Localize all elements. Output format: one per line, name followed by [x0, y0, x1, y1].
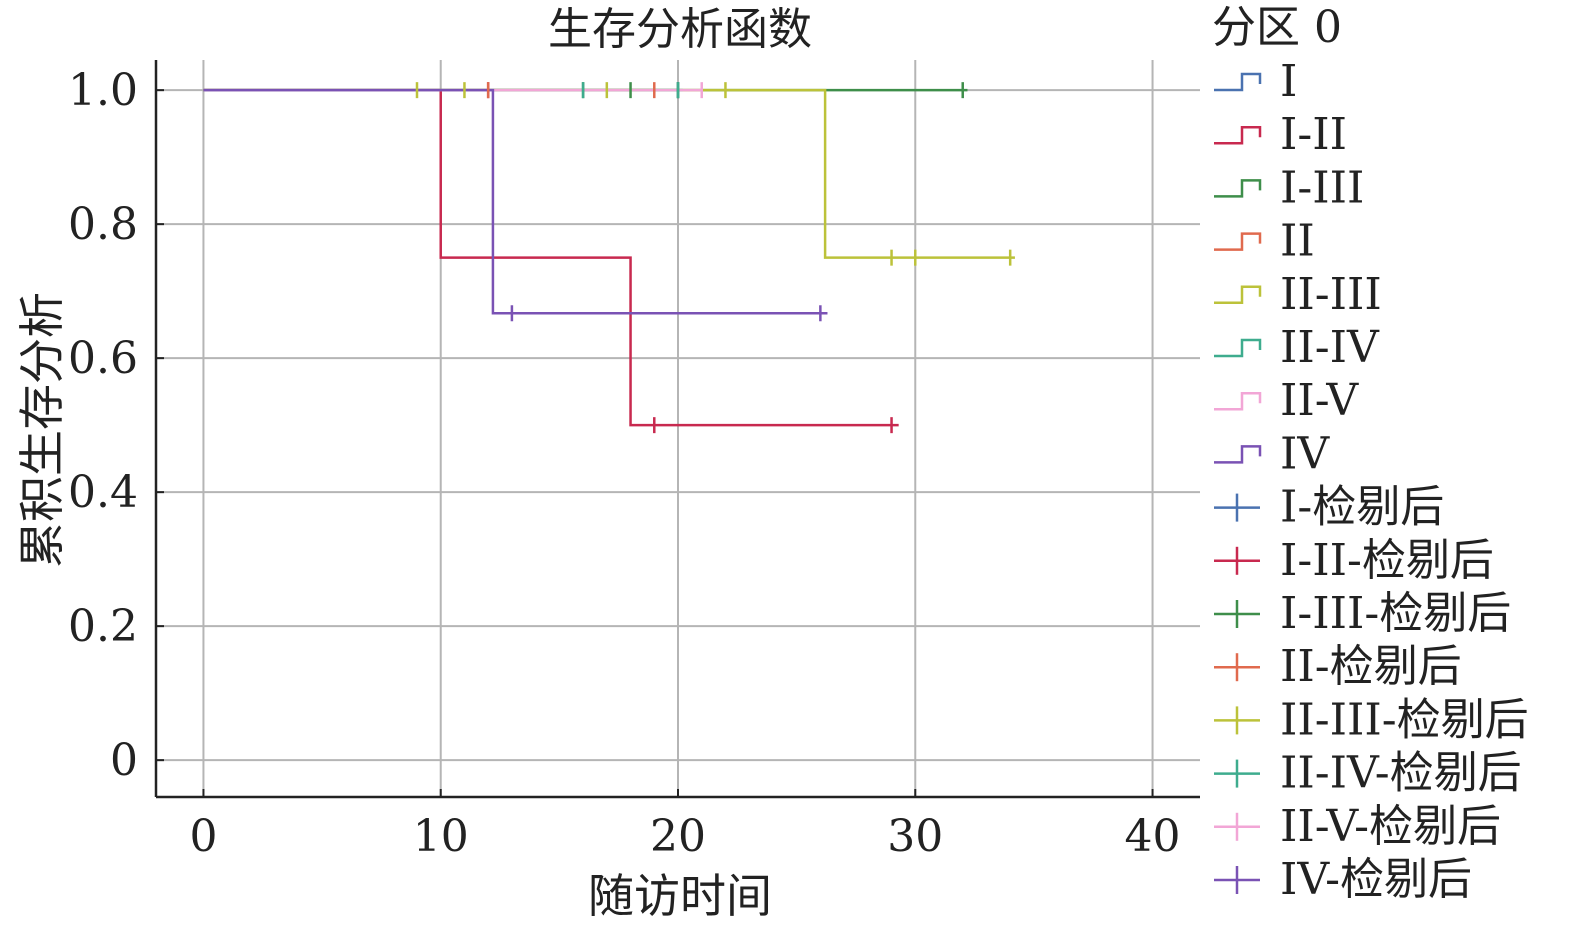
series-line-IV: [203, 88, 828, 315]
legend-label: II-IV-检剔后: [1280, 748, 1522, 799]
x-tick-label: 0: [189, 811, 217, 862]
x-tick-label: 30: [887, 811, 943, 862]
legend-swatch-line: [1214, 179, 1262, 198]
y-tick-label: 0.4: [68, 467, 138, 518]
y-tick-label: 1.0: [68, 65, 138, 116]
grid: [156, 60, 1200, 797]
legend-label: II-V-检剔后: [1280, 801, 1501, 852]
legend-label: II: [1280, 216, 1315, 267]
legend-swatch-line: [1214, 125, 1262, 145]
chart-title: 生存分析函数: [548, 4, 812, 55]
legend-swatch-line: [1214, 232, 1262, 251]
legend-label: I-III-检剔后: [1280, 588, 1511, 639]
y-tick-labels: 0 0.2 0.4 0.6 0.8 1.0: [68, 65, 138, 786]
y-tick-label: 0: [110, 735, 138, 786]
legend-swatch-line: [1214, 72, 1262, 92]
legend-label: I: [1280, 56, 1297, 107]
legend-label: I-II-检剔后: [1280, 535, 1494, 586]
series-line-I-II: [203, 88, 899, 427]
legend-title: 分区 0: [1212, 2, 1342, 53]
legend-label: I-II: [1280, 109, 1347, 160]
legend-label: IV: [1280, 428, 1330, 479]
legend-label: II-V: [1280, 375, 1359, 426]
y-tick-label: 0.2: [68, 601, 138, 652]
legend-label: II-检剔后: [1280, 641, 1462, 692]
plot-area: [203, 82, 1015, 434]
x-axis-label: 随访时间: [588, 869, 772, 923]
series-line-II-III: [203, 88, 1015, 259]
y-tick-label: 0.8: [68, 199, 138, 250]
y-axis-label: 累积生存分析: [15, 292, 69, 568]
legend-label: II-III: [1280, 269, 1382, 320]
axes: [154, 60, 1200, 799]
legend-label: II-III-检剔后: [1280, 694, 1529, 745]
y-tick-label: 0.6: [68, 333, 138, 384]
legend: 分区 0II-III-IIIIIII-IIIII-IVII-VIVI-检剔后I-…: [1212, 2, 1529, 905]
legend-swatch-line: [1214, 445, 1262, 464]
x-tick-label: 20: [650, 811, 706, 862]
legend-swatch-line: [1214, 285, 1262, 305]
x-tick-label: 40: [1125, 811, 1181, 862]
legend-swatch-line: [1214, 338, 1262, 358]
legend-label: IV-检剔后: [1280, 854, 1472, 905]
legend-label: II-IV: [1280, 322, 1380, 373]
x-tick-labels: 0 10 20 30 40: [189, 811, 1180, 862]
x-tick-label: 10: [413, 811, 469, 862]
legend-swatch-line: [1214, 391, 1262, 411]
legend-label: I-检剔后: [1280, 482, 1444, 533]
legend-label: I-III: [1280, 162, 1364, 213]
